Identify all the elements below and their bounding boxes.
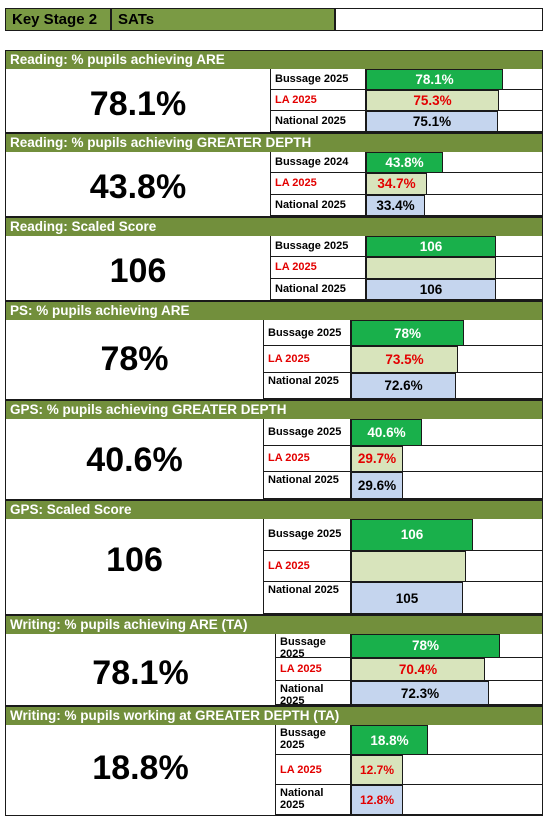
metric-section: Reading: Scaled Score 106 Bussage 2025 106 L…	[5, 217, 543, 301]
section-title: PS: % pupils achieving ARE	[6, 302, 542, 320]
la-label: LA 2025	[271, 173, 366, 195]
title-bar-blank	[335, 8, 543, 31]
national-bar: 29.6%	[351, 472, 403, 499]
row-divider	[351, 446, 542, 473]
la-bar: 70.4%	[351, 657, 485, 682]
school-label: Bussage 2025	[271, 69, 366, 90]
national-bar: 106	[366, 278, 496, 300]
national-bar: 12.8%	[351, 785, 403, 815]
national-label: National 2025	[264, 582, 351, 614]
headline-value: 106	[109, 252, 167, 290]
national-label: National 2025	[271, 111, 366, 132]
school-label: Bussage 2025	[276, 634, 351, 660]
national-label: National 2025	[276, 785, 351, 815]
national-bar: 72.3%	[351, 681, 489, 705]
row-divider	[351, 472, 542, 499]
metric-section: Reading: % pupils achieving GREATER DEPT…	[5, 133, 543, 217]
section-title: Reading: Scaled Score	[6, 218, 542, 236]
school-label: Bussage 2024	[271, 152, 366, 174]
headline-value-cell: 40.6%	[6, 419, 264, 499]
row-divider	[351, 725, 542, 755]
national-label: National 2025	[264, 372, 351, 399]
school-label: Bussage 2025	[264, 320, 351, 347]
la-label: LA 2025	[276, 657, 351, 682]
headline-value: 18.8%	[92, 749, 189, 787]
headline-value: 78.1%	[89, 85, 187, 123]
row-divider	[366, 173, 542, 195]
headline-value: 40.6%	[86, 441, 183, 479]
metric-section: Reading: % pupils achieving ARE 78.1% Buss…	[5, 50, 543, 133]
la-bar: 29.7%	[351, 445, 403, 473]
section-title: GPS: % pupils achieving GREATER DEPTH	[6, 401, 542, 419]
headline-value-cell: 18.8%	[6, 725, 276, 815]
school-bar: 78%	[351, 320, 464, 347]
la-label: LA 2025	[271, 90, 366, 111]
school-bar: 40.6%	[351, 419, 422, 446]
la-bar	[366, 257, 496, 279]
headline-value-cell: 78%	[6, 320, 264, 399]
headline-value-cell: 106	[6, 519, 264, 614]
row-divider	[366, 152, 542, 174]
metric-section: PS: % pupils achieving ARE 78% Bussage 202…	[5, 301, 543, 400]
section-title: Writing: % pupils achieving ARE (TA)	[6, 616, 542, 634]
school-bar: 18.8%	[351, 725, 428, 755]
national-bar: 72.6%	[351, 372, 456, 399]
school-label: Bussage 2025	[276, 725, 351, 755]
headline-value: 43.8%	[89, 168, 187, 206]
key-stage-label: Key Stage 2	[5, 8, 111, 31]
row-divider	[351, 419, 542, 446]
metric-section: Writing: % pupils working at GREATER DEP…	[5, 706, 543, 816]
la-label: LA 2025	[271, 257, 366, 279]
la-label: LA 2025	[276, 755, 351, 785]
headline-value: 78%	[100, 340, 169, 378]
headline-value-cell: 106	[6, 236, 271, 300]
la-bar: 75.3%	[366, 90, 499, 111]
national-label: National 2025	[276, 681, 351, 707]
headline-value-cell: 78.1%	[6, 634, 276, 705]
metric-section: Writing: % pupils achieving ARE (TA) 78.1…	[5, 615, 543, 707]
la-bar: 73.5%	[351, 346, 458, 373]
la-label: LA 2025	[264, 550, 351, 583]
section-title: Writing: % pupils working at GREATER DEP…	[6, 707, 542, 725]
headline-value-cell: 43.8%	[6, 152, 271, 216]
school-label: Bussage 2025	[264, 419, 351, 446]
la-label: LA 2025	[264, 445, 351, 473]
row-divider	[351, 755, 542, 785]
headline-value-cell: 78.1%	[6, 69, 271, 132]
school-bar: 78.1%	[366, 69, 503, 90]
national-label: National 2025	[264, 472, 351, 499]
section-title: Reading: % pupils achieving GREATER DEPT…	[6, 134, 542, 152]
la-bar: 12.7%	[351, 755, 403, 785]
school-bar: 43.8%	[366, 152, 443, 174]
school-bar: 78%	[351, 634, 500, 658]
headline-value: 78.1%	[92, 654, 189, 692]
metric-section: GPS: % pupils achieving GREATER DEPTH 40.…	[5, 400, 543, 500]
metric-section: GPS: Scaled Score 106 Bussage 2025 106 LA 20…	[5, 500, 543, 615]
section-title: Reading: % pupils achieving ARE	[6, 51, 542, 69]
row-divider	[351, 785, 542, 815]
la-bar	[351, 550, 466, 583]
national-bar: 75.1%	[366, 111, 498, 132]
section-title: GPS: Scaled Score	[6, 501, 542, 519]
report-title: SATs	[111, 8, 335, 31]
national-label: National 2025	[271, 278, 366, 300]
school-bar: 106	[351, 519, 473, 551]
la-bar: 34.7%	[366, 173, 427, 195]
headline-value: 106	[106, 541, 163, 579]
la-label: LA 2025	[264, 346, 351, 373]
title-bar: Key Stage 2 SATs	[5, 8, 543, 31]
row-divider	[366, 195, 542, 216]
national-bar: 105	[351, 582, 463, 614]
school-bar: 106	[366, 236, 496, 258]
school-label: Bussage 2025	[264, 519, 351, 551]
national-label: National 2025	[271, 194, 366, 216]
school-label: Bussage 2025	[271, 236, 366, 258]
national-bar: 33.4%	[366, 194, 425, 216]
